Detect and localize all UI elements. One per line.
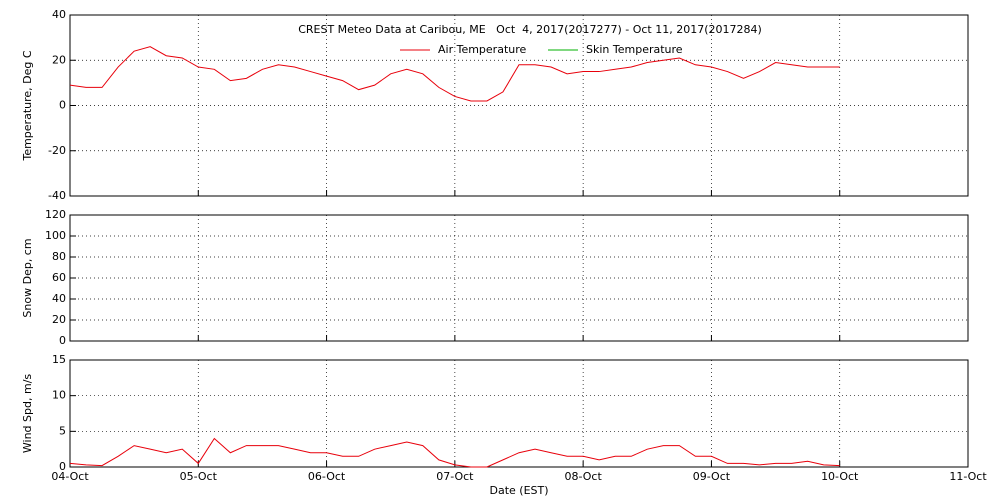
data-line [69, 46, 840, 102]
y-axis-label: Wind Spd, m/s [21, 374, 34, 454]
y-tick-label: 120 [45, 208, 66, 221]
y-tick-label: 60 [52, 271, 66, 284]
y-tick-label: 5 [59, 424, 66, 437]
x-tick-label: 09-Oct [693, 470, 731, 483]
y-tick-label: 20 [52, 313, 66, 326]
x-axis-label: Date (EST) [489, 484, 548, 497]
y-tick-label: 0 [59, 334, 66, 347]
y-tick-label: -20 [48, 144, 66, 157]
y-axis-label: Temperature, Deg C [21, 50, 34, 161]
y-tick-label: 40 [52, 292, 66, 305]
plot-frame [69, 14, 969, 197]
y-tick-label: 15 [52, 353, 66, 366]
chart-title: CREST Meteo Data at Caribou, ME Oct 4, 2… [298, 23, 762, 36]
x-tick-label: 07-Oct [436, 470, 474, 483]
x-tick-label: 06-Oct [308, 470, 346, 483]
data-line [69, 437, 840, 468]
x-tick-label: 04-Oct [51, 470, 89, 483]
y-tick-label: 40 [52, 8, 66, 21]
x-tick-label: 05-Oct [180, 470, 218, 483]
y-tick-label: 20 [52, 53, 66, 66]
y-tick-label: 0 [59, 460, 66, 473]
y-tick-label: 0 [59, 99, 66, 112]
y-tick-label: -40 [48, 189, 66, 202]
x-tick-label: 08-Oct [564, 470, 602, 483]
x-tick-label: 10-Oct [821, 470, 859, 483]
y-tick-label: 80 [52, 250, 66, 263]
plot-frame [69, 214, 969, 342]
y-axis-label: Snow Dep, cm [21, 238, 34, 317]
y-tick-label: 10 [52, 389, 66, 402]
legend-label: Skin Temperature [586, 43, 683, 56]
plot-frame [69, 359, 969, 468]
x-tick-label: 11-Oct [949, 470, 987, 483]
y-tick-label: 100 [45, 229, 66, 242]
legend-label: Air Temperature [438, 43, 527, 56]
